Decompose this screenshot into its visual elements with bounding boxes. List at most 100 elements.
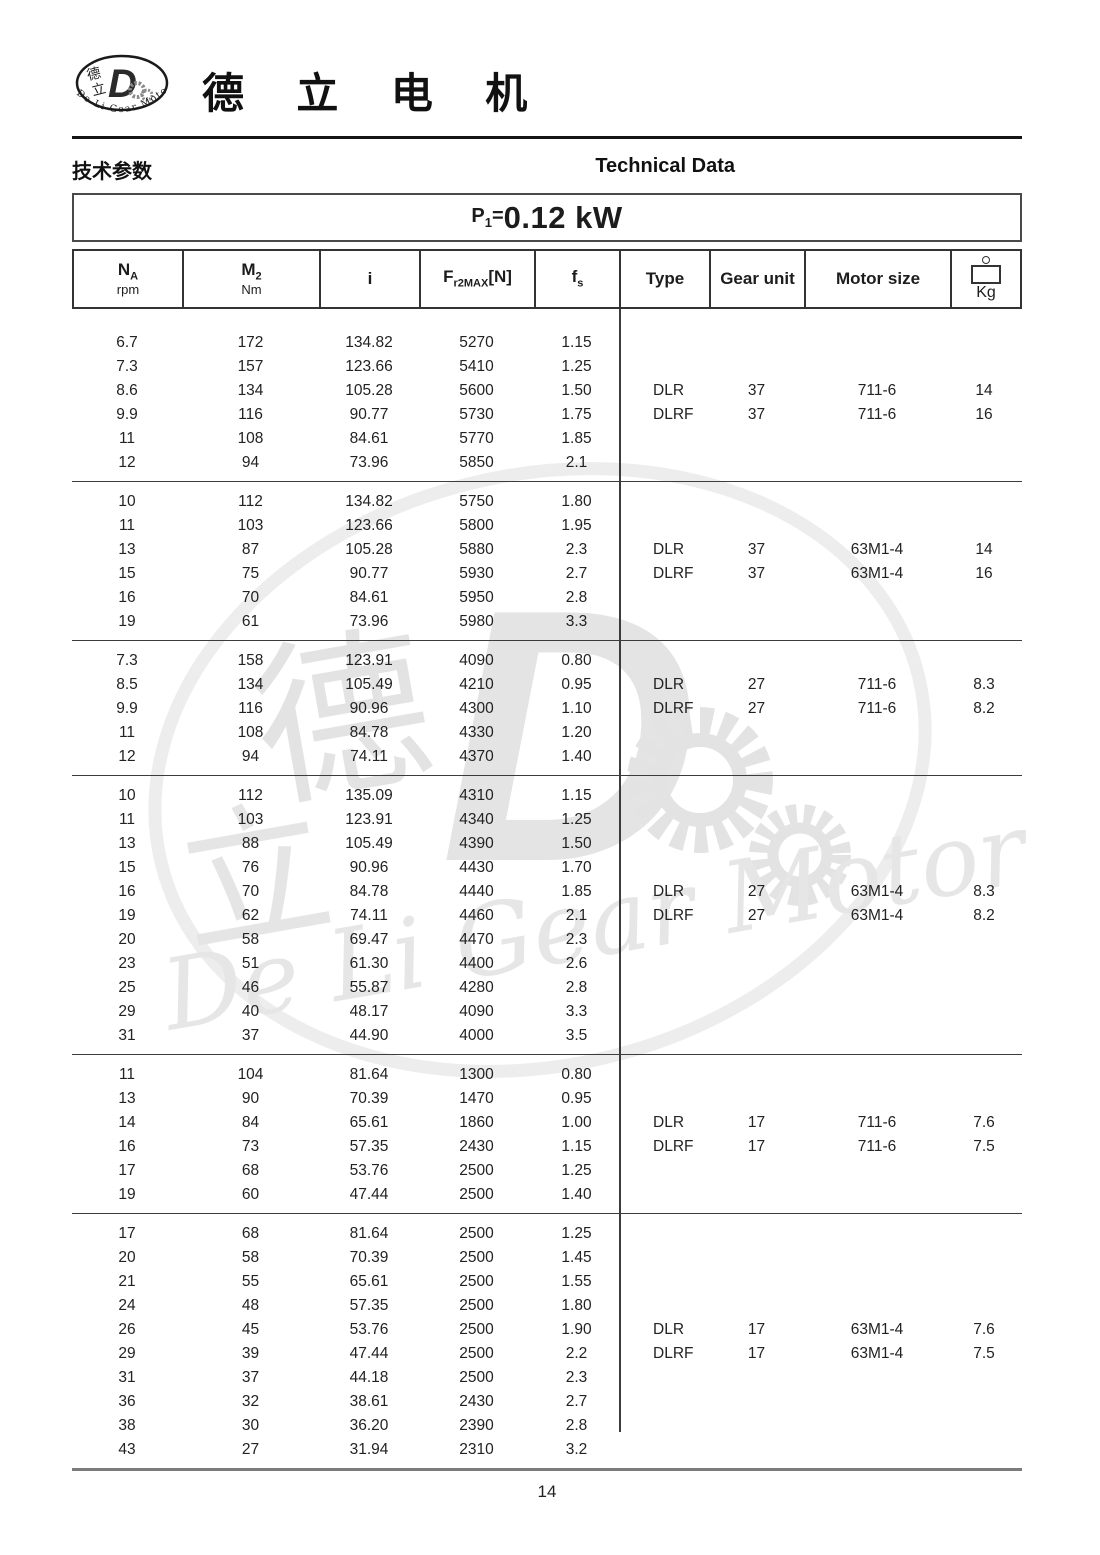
type-cell: DLR	[653, 676, 685, 693]
cell: 123.91	[345, 652, 393, 669]
cell: 75	[241, 565, 260, 582]
cell: 3.3	[565, 613, 588, 630]
column-header-unit: Nm	[241, 282, 262, 298]
cell: 15	[118, 565, 136, 582]
cell: 134	[237, 382, 264, 399]
column-header-type: Type	[621, 251, 711, 307]
type-cell: DLR	[653, 1321, 685, 1338]
cell: 108	[237, 724, 264, 741]
cell: 112	[238, 787, 263, 804]
cell: 1.50	[561, 382, 592, 399]
cell: 74.11	[350, 748, 388, 765]
cell: 73.96	[349, 454, 389, 471]
cell: 61	[241, 613, 260, 630]
cell: 2.2	[565, 1345, 588, 1362]
cell: 5850	[459, 454, 494, 471]
cell: 26	[118, 1321, 136, 1338]
cell: 81.64	[349, 1066, 389, 1083]
cell: 1.10	[561, 700, 592, 717]
table-section-5: 11 104 81.64 1300 0.80 13 90 70.39 1470 0.95 14 84 6…	[72, 1055, 1022, 1214]
gear-icon	[128, 81, 154, 102]
cell: 1.85	[561, 430, 592, 447]
weight-icon-knob	[982, 256, 990, 265]
cell: 20	[118, 931, 136, 948]
brand-header: 德 立 D De Li Gear Motor 德 立 电 机	[72, 0, 1022, 128]
cell: 116	[238, 406, 263, 423]
cell: 1470	[459, 1090, 494, 1107]
cell: 70	[241, 883, 260, 900]
column-header-label: NA	[117, 259, 139, 282]
cell: 2.6	[565, 955, 588, 972]
cell: 61.30	[349, 955, 389, 972]
cell: 84.78	[349, 724, 389, 741]
cell: 2.7	[565, 565, 588, 582]
cell: 5950	[459, 589, 494, 606]
column-header-label: M2	[241, 259, 262, 282]
cell: 32	[241, 1393, 260, 1410]
cell: 105.49	[345, 835, 393, 852]
column-header-unit: rpm	[116, 282, 140, 298]
cell: 90	[241, 1090, 260, 1107]
cell: 5410	[459, 358, 494, 375]
cell: 2500	[459, 1369, 494, 1386]
cell: 711-6	[857, 700, 897, 717]
cell: 711-6	[857, 676, 897, 693]
cell: 4440	[459, 883, 494, 900]
type-cell: DLR	[653, 541, 685, 558]
column-header-motor-size: Motor size	[806, 251, 952, 307]
table-section-3: 7.3 158 123.91 4090 0.80 8.5 134 105.49 4210 0.95…	[72, 641, 1022, 776]
cell: 63M1-4	[850, 1321, 904, 1338]
cell: 94	[241, 748, 260, 765]
cell: 68	[241, 1162, 260, 1179]
cell: 12	[118, 454, 136, 471]
cell: 70.39	[349, 1249, 389, 1266]
section-titles: 技术参数 Technical Data	[72, 155, 1022, 183]
cell: 711-6	[857, 1114, 897, 1131]
cell: 7.5	[973, 1138, 995, 1155]
cell: 30	[241, 1417, 260, 1434]
cell: 1.00	[561, 1114, 592, 1131]
cell: 14	[118, 1114, 136, 1131]
cell: 37	[747, 382, 766, 399]
cell: 1.25	[561, 358, 592, 375]
cell: 116	[238, 700, 263, 717]
cell: 2500	[459, 1186, 494, 1203]
cell: 9.9	[116, 406, 138, 423]
cell: 62	[241, 907, 260, 924]
cell: 1.75	[561, 406, 592, 423]
cell: 3.5	[565, 1027, 588, 1044]
cell: 2500	[459, 1321, 494, 1338]
cell: 16	[975, 565, 993, 582]
cell: 2500	[459, 1249, 494, 1266]
cell: 48.17	[349, 1003, 389, 1020]
cell: 23	[118, 955, 136, 972]
column-header-gear-unit: Gear unit	[711, 251, 806, 307]
cell: 63M1-4	[850, 883, 904, 900]
cell: 19	[118, 907, 136, 924]
cell: 108	[237, 430, 264, 447]
cell: 1.15	[561, 787, 592, 804]
company-name: 德 立 电 机	[202, 68, 547, 118]
cell: 2.8	[565, 589, 588, 606]
column-header-i: i	[321, 251, 421, 307]
cell: 103	[237, 517, 264, 534]
cell: 158	[237, 652, 264, 669]
cell: 112	[238, 493, 263, 510]
type-cell: DLRF	[653, 700, 694, 717]
cell: 51	[241, 955, 260, 972]
cell: 2500	[459, 1162, 494, 1179]
cell: 94	[241, 454, 260, 471]
cell: 14	[975, 541, 993, 558]
cell: 4300	[459, 700, 494, 717]
cell: 16	[975, 406, 993, 423]
cell: 0.80	[561, 1066, 592, 1083]
column-header-label: Kg	[976, 284, 996, 302]
logo-ellipse	[75, 54, 169, 112]
cell: 70	[241, 589, 260, 606]
cell: 65.61	[349, 1273, 389, 1290]
cell: 55	[241, 1273, 260, 1290]
cell: 5600	[459, 382, 494, 399]
cell: 90.96	[349, 859, 389, 876]
cell: 711-6	[857, 382, 897, 399]
